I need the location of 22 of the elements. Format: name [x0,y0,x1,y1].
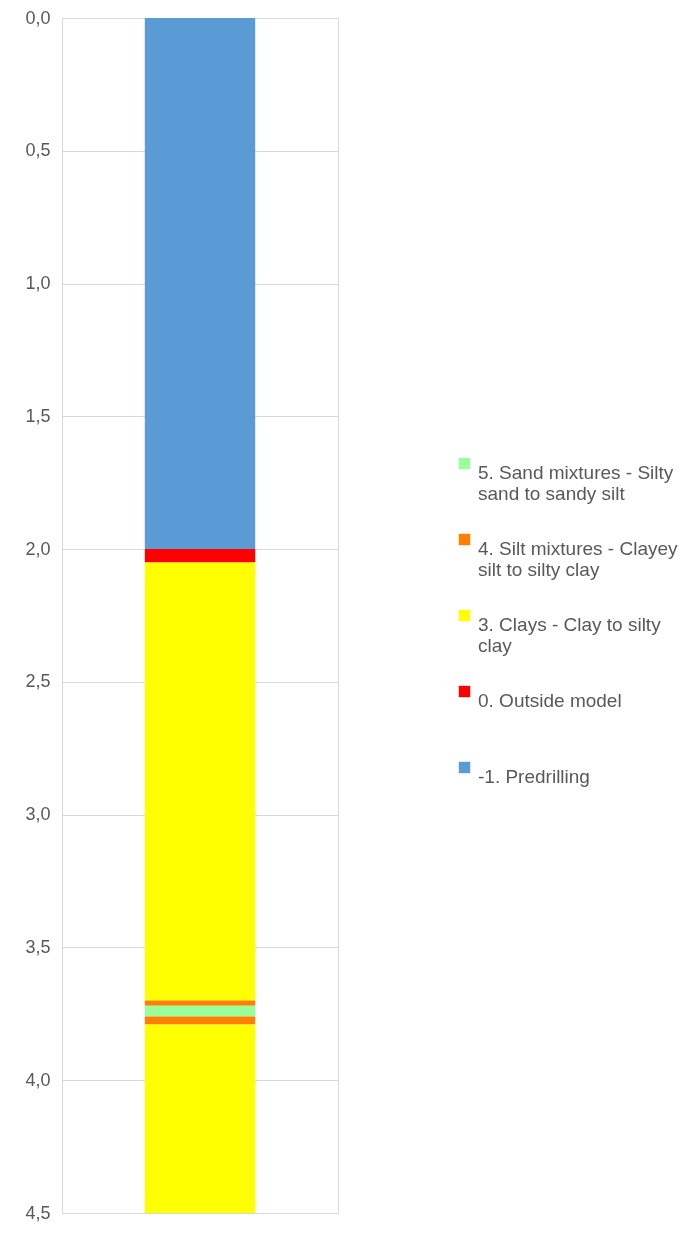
y-tick-label: 2,5 [25,671,51,692]
bar [144,1000,256,1006]
y-tick-label: 4,0 [25,1069,51,1090]
bar [144,1005,256,1017]
y-tick-label: 0,0 [25,7,51,28]
legend-label: -1. Predrilling [478,765,590,787]
y-tick-label: 4,5 [25,1202,51,1223]
bar [144,1016,256,1025]
legend-label: 0. Outside model [478,689,622,711]
y-tick-label: 1,0 [25,273,51,294]
y-tick-label: 2,0 [25,538,51,559]
y-tick-label: 0,5 [25,140,51,161]
legend-label: 3. Clays - Clay to silty clay [478,613,662,656]
bar [144,18,256,550]
legend-label: 5. Sand mixtures - Silty sand to sandy silt [478,461,674,504]
bar [144,562,256,1001]
y-tick-label: 1,5 [25,405,51,426]
bar [144,1024,256,1213]
bar [144,549,256,563]
legend-label: 4. Silt mixtures - Clayey silt to silty clay [478,537,679,580]
y-tick-label: 3,0 [25,804,51,825]
y-tick-label: 3,5 [25,936,51,957]
